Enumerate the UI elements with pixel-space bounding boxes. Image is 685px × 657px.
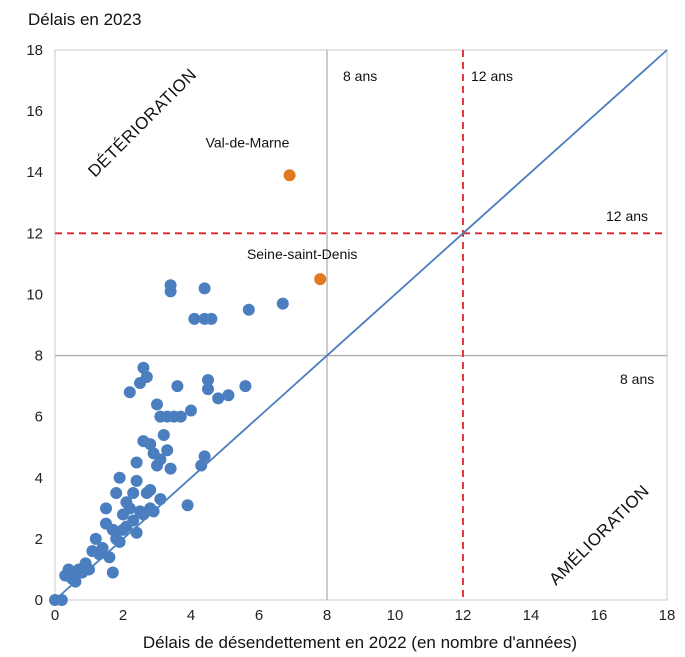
y-tick-label: 6 bbox=[35, 409, 43, 426]
x-tick-label: 10 bbox=[387, 607, 404, 624]
annotation-vline-12: 12 ans bbox=[471, 68, 513, 84]
data-point bbox=[144, 484, 157, 496]
x-tick-label: 4 bbox=[187, 607, 195, 624]
y-tick-label: 2 bbox=[35, 531, 43, 548]
zone-label-amelioration: AMÉLIORATION bbox=[545, 481, 653, 589]
x-tick-label: 18 bbox=[659, 607, 676, 624]
data-point bbox=[140, 370, 153, 383]
data-point bbox=[202, 383, 214, 396]
data-point bbox=[83, 563, 95, 576]
highlighted-point bbox=[314, 273, 327, 286]
data-point bbox=[276, 297, 289, 310]
annotation-hline-8: 8 ans bbox=[620, 371, 654, 387]
x-tick-label: 16 bbox=[591, 607, 608, 624]
data-point bbox=[151, 398, 163, 411]
data-point bbox=[106, 523, 119, 536]
data-point bbox=[103, 551, 116, 564]
data-point bbox=[198, 282, 211, 295]
x-axis-ticks: 0 2 4 6 8 10 12 14 16 18 bbox=[51, 607, 676, 624]
y-tick-label: 0 bbox=[35, 592, 43, 609]
data-point bbox=[171, 380, 184, 393]
y-tick-label: 8 bbox=[35, 348, 43, 365]
data-point bbox=[181, 499, 194, 512]
data-point bbox=[242, 303, 255, 316]
data-point bbox=[106, 566, 119, 579]
data-point bbox=[205, 312, 218, 325]
highlighted-point-label: Seine-saint-Denis bbox=[247, 246, 358, 262]
highlighted-point bbox=[283, 169, 296, 182]
x-tick-label: 12 bbox=[455, 607, 472, 624]
annotation-hline-12: 12 ans bbox=[606, 208, 648, 224]
data-point bbox=[154, 493, 167, 506]
data-point bbox=[164, 462, 177, 475]
x-tick-label: 2 bbox=[119, 607, 127, 624]
data-point bbox=[123, 386, 136, 399]
x-tick-label: 6 bbox=[255, 607, 263, 624]
y-tick-label: 12 bbox=[26, 225, 43, 242]
x-tick-label: 0 bbox=[51, 607, 59, 624]
data-point bbox=[137, 361, 150, 374]
x-tick-label: 8 bbox=[323, 607, 331, 624]
data-point bbox=[157, 429, 170, 441]
data-point bbox=[55, 594, 68, 606]
annotation-vline-8: 8 ans bbox=[343, 68, 377, 84]
data-point bbox=[113, 535, 126, 548]
data-point bbox=[130, 526, 143, 539]
y-tick-label: 4 bbox=[35, 470, 43, 487]
chart-title: Délais en 2023 bbox=[28, 10, 141, 29]
data-point bbox=[239, 380, 252, 393]
data-point bbox=[123, 502, 136, 515]
data-point bbox=[222, 389, 235, 402]
data-point bbox=[161, 444, 174, 457]
data-point bbox=[174, 410, 187, 423]
data-point bbox=[96, 542, 109, 555]
zone-label-deterioration: DÉTÉRIORATION bbox=[84, 65, 200, 181]
y-tick-label: 18 bbox=[26, 42, 43, 59]
x-tick-label: 14 bbox=[523, 607, 540, 624]
data-point bbox=[185, 404, 197, 417]
data-point bbox=[164, 285, 177, 298]
data-point bbox=[89, 532, 102, 545]
data-point bbox=[195, 459, 208, 472]
data-point bbox=[130, 474, 143, 487]
y-tick-label: 10 bbox=[26, 286, 43, 303]
highlighted-point-label: Val-de-Marne bbox=[206, 134, 290, 150]
data-point bbox=[69, 575, 82, 588]
data-point bbox=[62, 563, 75, 576]
threshold-lines bbox=[55, 50, 667, 600]
data-point bbox=[144, 438, 157, 451]
data-points bbox=[49, 279, 289, 606]
data-point bbox=[147, 505, 160, 518]
data-point bbox=[127, 487, 140, 500]
y-tick-label: 14 bbox=[26, 164, 43, 181]
x-axis-label: Délais de désendettement en 2022 (en nom… bbox=[143, 633, 577, 652]
data-point bbox=[130, 456, 143, 469]
data-point bbox=[202, 374, 214, 386]
data-point bbox=[100, 502, 112, 515]
y-tick-label: 16 bbox=[26, 103, 43, 120]
plot-frame bbox=[54, 49, 668, 601]
data-point bbox=[154, 453, 167, 466]
data-point bbox=[127, 514, 140, 527]
data-point bbox=[212, 392, 225, 405]
data-point bbox=[188, 312, 201, 325]
data-point bbox=[110, 487, 123, 500]
plot-area: Val-de-Marne Seine-saint-Denis bbox=[49, 49, 668, 606]
data-point bbox=[113, 471, 126, 484]
data-point bbox=[198, 450, 211, 463]
highlighted-points: Val-de-Marne Seine-saint-Denis bbox=[206, 134, 358, 286]
y-axis-ticks: 0 2 4 6 8 10 12 14 16 18 bbox=[26, 42, 43, 609]
